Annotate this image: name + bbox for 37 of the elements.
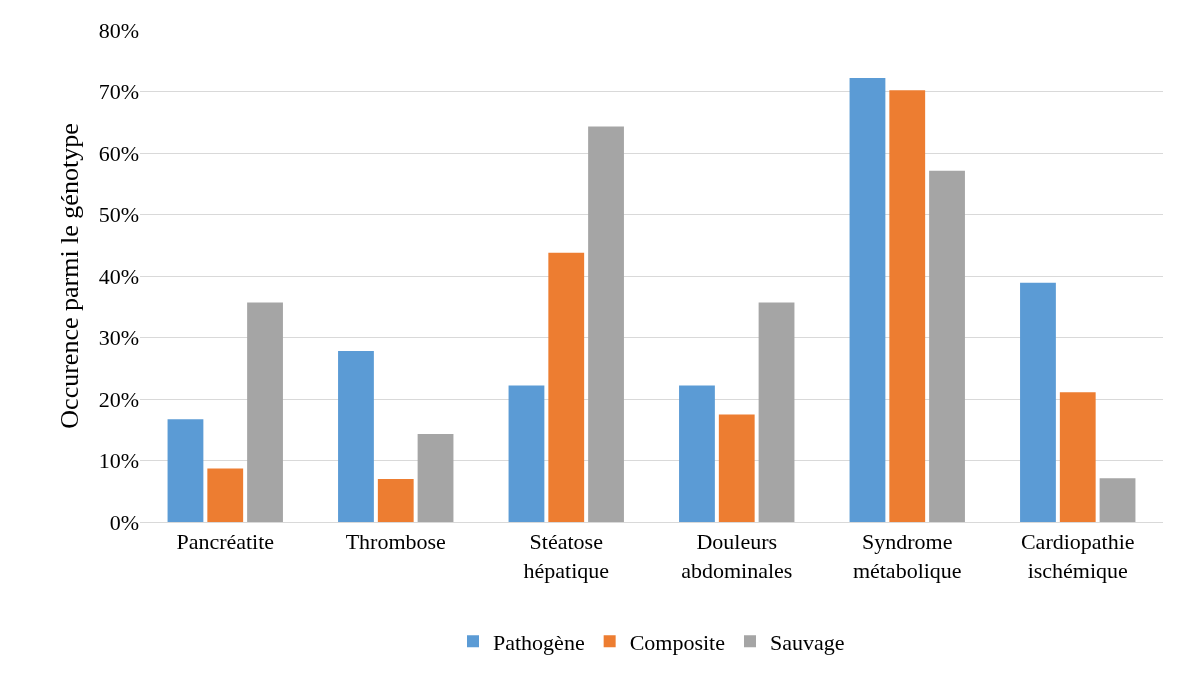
x-tick-label: Syndrome métabolique (852, 529, 962, 583)
bar (377, 478, 414, 522)
y-tick-label: 60% (98, 140, 139, 166)
y-tick-label: 80% (98, 17, 139, 43)
bar (758, 302, 795, 522)
bar (167, 419, 204, 522)
bar (247, 302, 283, 522)
x-tick-label: Cardiopathie ischémique (1020, 529, 1135, 583)
bar (338, 351, 374, 522)
x-tick-label: Stéatose hépatique (523, 529, 610, 583)
y-tick-label: 40% (98, 263, 139, 289)
y-tick-label: 70% (98, 79, 139, 105)
x-tick-label: Thrombose (345, 529, 446, 555)
bar (417, 434, 454, 522)
bar (508, 385, 545, 522)
bar (207, 468, 244, 522)
y-tick-label: 20% (98, 386, 139, 412)
y-tick-label: 0% (109, 509, 139, 535)
bar (1020, 282, 1056, 522)
y-tick-label: 30% (98, 325, 139, 351)
bar (718, 414, 755, 522)
bar (1099, 478, 1136, 522)
bar (889, 90, 926, 522)
x-tick-label: Pancréatite (176, 529, 275, 555)
bar (588, 126, 624, 522)
bar (849, 77, 886, 522)
legend-label: Sauvage (770, 629, 845, 655)
bar (1059, 392, 1096, 522)
bar (679, 385, 715, 522)
y-tick-label: 50% (98, 202, 139, 228)
y-axis-title: Occurence parmi le génotype (55, 123, 84, 429)
legend-label: Composite (629, 629, 725, 655)
bar (548, 252, 585, 522)
legend-label: Pathogène (493, 629, 585, 655)
bar (929, 170, 965, 522)
y-tick-label: 10% (98, 448, 139, 474)
x-tick-label: Douleurs abdominales (681, 529, 793, 583)
